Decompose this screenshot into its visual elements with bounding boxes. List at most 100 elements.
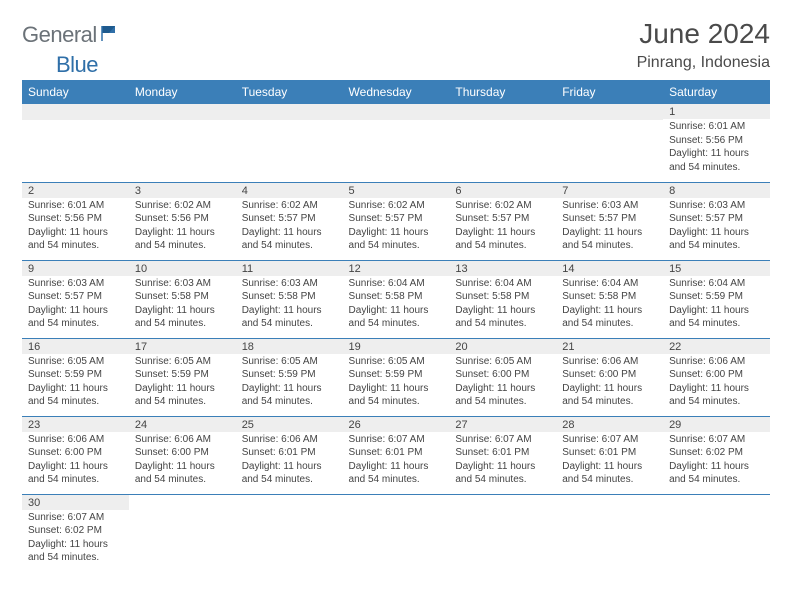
sunset-line: Sunset: 6:01 PM <box>562 446 657 460</box>
daylight-line: Daylight: 11 hours and 54 minutes. <box>562 460 657 487</box>
sunset-line: Sunset: 5:58 PM <box>349 290 444 304</box>
sunset-line: Sunset: 5:59 PM <box>242 368 337 382</box>
empty-day-num <box>449 104 556 120</box>
day-body: Sunrise: 6:02 AMSunset: 5:57 PMDaylight:… <box>236 198 343 256</box>
sunrise-line: Sunrise: 6:03 AM <box>242 277 337 291</box>
sunrise-line: Sunrise: 6:07 AM <box>562 433 657 447</box>
calendar-cell: 23Sunrise: 6:06 AMSunset: 6:00 PMDayligh… <box>22 416 129 494</box>
calendar-cell <box>556 104 663 182</box>
calendar-cell: 18Sunrise: 6:05 AMSunset: 5:59 PMDayligh… <box>236 338 343 416</box>
day-number: 22 <box>663 339 770 354</box>
sunrise-line: Sunrise: 6:04 AM <box>562 277 657 291</box>
sunset-line: Sunset: 5:58 PM <box>455 290 550 304</box>
daylight-line: Daylight: 11 hours and 54 minutes. <box>349 382 444 409</box>
logo-text-2-wrap: Blue <box>56 52 98 78</box>
day-number: 2 <box>22 183 129 198</box>
calendar-cell: 12Sunrise: 6:04 AMSunset: 5:58 PMDayligh… <box>343 260 450 338</box>
day-number: 26 <box>343 417 450 432</box>
sunrise-line: Sunrise: 6:02 AM <box>242 199 337 213</box>
calendar-cell: 30Sunrise: 6:07 AMSunset: 6:02 PMDayligh… <box>22 494 129 572</box>
sunrise-line: Sunrise: 6:06 AM <box>28 433 123 447</box>
day-header: Monday <box>129 80 236 104</box>
daylight-line: Daylight: 11 hours and 54 minutes. <box>242 460 337 487</box>
sunrise-line: Sunrise: 6:03 AM <box>135 277 230 291</box>
empty-day-num <box>236 104 343 120</box>
flag-icon <box>101 24 123 47</box>
calendar-cell <box>236 494 343 572</box>
calendar-cell: 17Sunrise: 6:05 AMSunset: 5:59 PMDayligh… <box>129 338 236 416</box>
calendar-cell: 25Sunrise: 6:06 AMSunset: 6:01 PMDayligh… <box>236 416 343 494</box>
sunset-line: Sunset: 5:59 PM <box>28 368 123 382</box>
sunset-line: Sunset: 5:56 PM <box>669 134 764 148</box>
sunset-line: Sunset: 6:00 PM <box>562 368 657 382</box>
calendar-cell <box>236 104 343 182</box>
day-body: Sunrise: 6:04 AMSunset: 5:58 PMDaylight:… <box>449 276 556 334</box>
empty-day-num <box>129 104 236 120</box>
calendar-cell: 28Sunrise: 6:07 AMSunset: 6:01 PMDayligh… <box>556 416 663 494</box>
day-body: Sunrise: 6:06 AMSunset: 6:01 PMDaylight:… <box>236 432 343 490</box>
day-number: 8 <box>663 183 770 198</box>
daylight-line: Daylight: 11 hours and 54 minutes. <box>349 304 444 331</box>
day-number: 6 <box>449 183 556 198</box>
calendar-cell: 9Sunrise: 6:03 AMSunset: 5:57 PMDaylight… <box>22 260 129 338</box>
day-header: Thursday <box>449 80 556 104</box>
sunrise-line: Sunrise: 6:07 AM <box>349 433 444 447</box>
sunrise-line: Sunrise: 6:05 AM <box>455 355 550 369</box>
daylight-line: Daylight: 11 hours and 54 minutes. <box>349 460 444 487</box>
calendar-row: 2Sunrise: 6:01 AMSunset: 5:56 PMDaylight… <box>22 182 770 260</box>
day-header-row: SundayMondayTuesdayWednesdayThursdayFrid… <box>22 80 770 104</box>
sunset-line: Sunset: 5:56 PM <box>28 212 123 226</box>
day-body: Sunrise: 6:05 AMSunset: 5:59 PMDaylight:… <box>236 354 343 412</box>
sunrise-line: Sunrise: 6:02 AM <box>349 199 444 213</box>
empty-day-num <box>343 104 450 120</box>
calendar-cell: 29Sunrise: 6:07 AMSunset: 6:02 PMDayligh… <box>663 416 770 494</box>
day-body: Sunrise: 6:03 AMSunset: 5:58 PMDaylight:… <box>236 276 343 334</box>
header: General June 2024 Pinrang, Indonesia <box>22 18 770 72</box>
sunrise-line: Sunrise: 6:04 AM <box>455 277 550 291</box>
sunset-line: Sunset: 5:57 PM <box>242 212 337 226</box>
calendar-table: SundayMondayTuesdayWednesdayThursdayFrid… <box>22 80 770 572</box>
calendar-cell: 14Sunrise: 6:04 AMSunset: 5:58 PMDayligh… <box>556 260 663 338</box>
day-number: 9 <box>22 261 129 276</box>
sunrise-line: Sunrise: 6:07 AM <box>28 511 123 525</box>
sunset-line: Sunset: 6:00 PM <box>28 446 123 460</box>
sunrise-line: Sunrise: 6:06 AM <box>669 355 764 369</box>
sunrise-line: Sunrise: 6:05 AM <box>242 355 337 369</box>
location: Pinrang, Indonesia <box>637 54 770 72</box>
daylight-line: Daylight: 11 hours and 54 minutes. <box>455 460 550 487</box>
daylight-line: Daylight: 11 hours and 54 minutes. <box>455 382 550 409</box>
day-body: Sunrise: 6:02 AMSunset: 5:57 PMDaylight:… <box>449 198 556 256</box>
calendar-cell: 3Sunrise: 6:02 AMSunset: 5:56 PMDaylight… <box>129 182 236 260</box>
calendar-cell: 26Sunrise: 6:07 AMSunset: 6:01 PMDayligh… <box>343 416 450 494</box>
day-number: 1 <box>663 104 770 119</box>
logo-text-1: General <box>22 22 97 48</box>
daylight-line: Daylight: 11 hours and 54 minutes. <box>28 226 123 253</box>
calendar-cell: 5Sunrise: 6:02 AMSunset: 5:57 PMDaylight… <box>343 182 450 260</box>
day-body: Sunrise: 6:03 AMSunset: 5:57 PMDaylight:… <box>22 276 129 334</box>
calendar-cell <box>343 494 450 572</box>
sunset-line: Sunset: 5:57 PM <box>669 212 764 226</box>
daylight-line: Daylight: 11 hours and 54 minutes. <box>669 460 764 487</box>
sunrise-line: Sunrise: 6:01 AM <box>669 120 764 134</box>
calendar-body: 1Sunrise: 6:01 AMSunset: 5:56 PMDaylight… <box>22 104 770 572</box>
daylight-line: Daylight: 11 hours and 54 minutes. <box>669 304 764 331</box>
daylight-line: Daylight: 11 hours and 54 minutes. <box>669 382 764 409</box>
calendar-cell: 20Sunrise: 6:05 AMSunset: 6:00 PMDayligh… <box>449 338 556 416</box>
day-body: Sunrise: 6:07 AMSunset: 6:01 PMDaylight:… <box>449 432 556 490</box>
empty-day-num <box>22 104 129 120</box>
day-header: Friday <box>556 80 663 104</box>
day-number: 4 <box>236 183 343 198</box>
day-body: Sunrise: 6:04 AMSunset: 5:59 PMDaylight:… <box>663 276 770 334</box>
calendar-cell: 11Sunrise: 6:03 AMSunset: 5:58 PMDayligh… <box>236 260 343 338</box>
day-body: Sunrise: 6:07 AMSunset: 6:01 PMDaylight:… <box>343 432 450 490</box>
sunset-line: Sunset: 6:01 PM <box>242 446 337 460</box>
title-block: June 2024 Pinrang, Indonesia <box>637 18 770 72</box>
day-number: 5 <box>343 183 450 198</box>
day-number: 14 <box>556 261 663 276</box>
day-number: 29 <box>663 417 770 432</box>
day-body: Sunrise: 6:03 AMSunset: 5:57 PMDaylight:… <box>663 198 770 256</box>
calendar-cell <box>129 494 236 572</box>
day-number: 13 <box>449 261 556 276</box>
daylight-line: Daylight: 11 hours and 54 minutes. <box>562 304 657 331</box>
day-body: Sunrise: 6:03 AMSunset: 5:57 PMDaylight:… <box>556 198 663 256</box>
